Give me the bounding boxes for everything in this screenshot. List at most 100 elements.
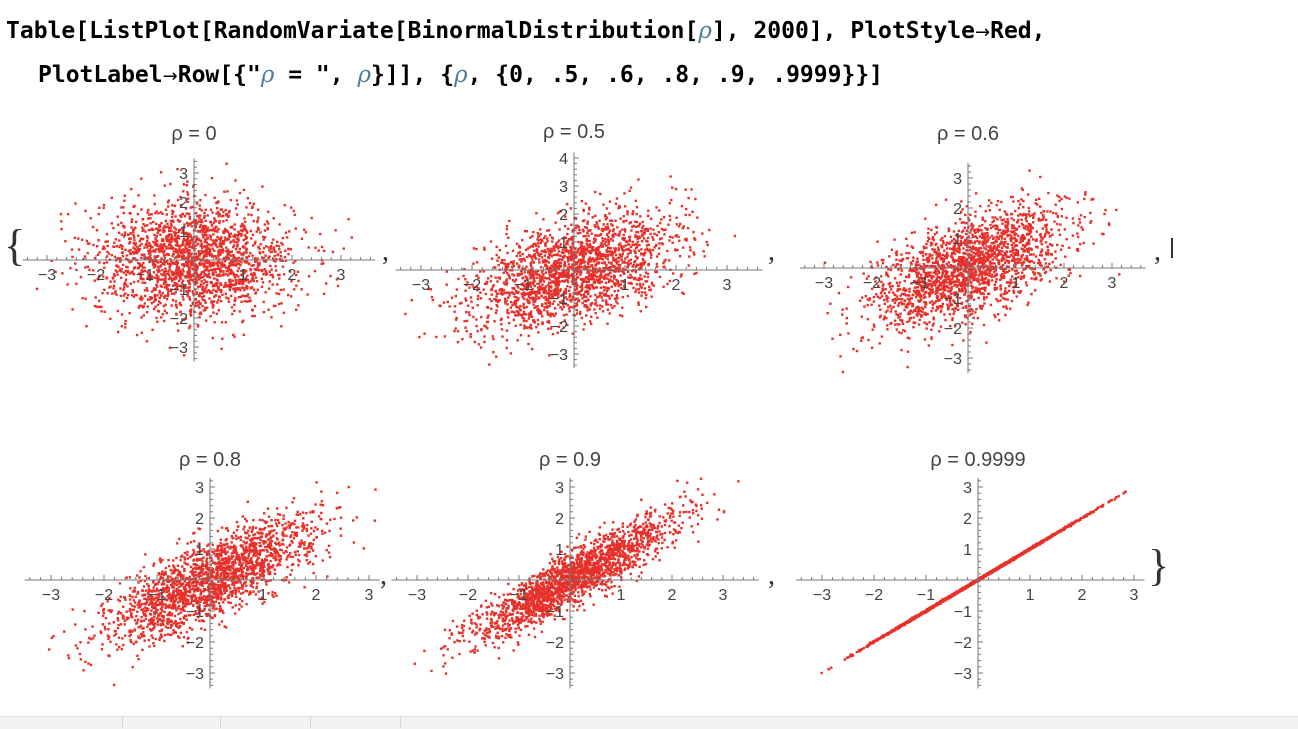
data-point — [85, 298, 87, 300]
data-point — [1082, 229, 1084, 231]
data-point — [166, 298, 168, 300]
data-point — [988, 249, 990, 251]
data-point — [501, 262, 503, 264]
data-point — [578, 292, 580, 294]
data-point — [201, 209, 203, 211]
data-point — [594, 224, 596, 226]
data-point — [136, 334, 138, 336]
data-point — [282, 266, 284, 268]
data-point — [585, 267, 587, 269]
data-point — [224, 237, 226, 239]
data-point — [205, 209, 207, 211]
data-point — [607, 226, 609, 228]
data-point — [423, 333, 425, 335]
data-point — [308, 275, 310, 277]
data-point — [156, 256, 158, 258]
data-point — [162, 252, 164, 254]
data-point — [649, 252, 651, 254]
data-point — [662, 243, 664, 245]
data-point — [213, 222, 215, 224]
data-point — [508, 294, 510, 296]
data-point — [209, 315, 211, 317]
data-point — [541, 303, 543, 305]
data-point — [236, 243, 238, 245]
data-point — [130, 188, 132, 190]
data-point — [931, 248, 933, 250]
data-point — [237, 251, 239, 253]
data-point — [69, 267, 71, 269]
data-point — [566, 203, 568, 205]
data-point — [480, 329, 482, 331]
data-point — [610, 262, 612, 264]
data-point — [512, 250, 514, 252]
data-point — [734, 235, 736, 237]
data-point — [900, 349, 902, 351]
data-point — [621, 258, 623, 260]
data-point — [627, 295, 629, 297]
data-point — [548, 270, 550, 272]
data-point — [168, 244, 170, 246]
data-point — [540, 242, 542, 244]
data-point — [455, 295, 457, 297]
data-point — [607, 247, 609, 249]
data-point — [190, 253, 192, 255]
data-point — [211, 301, 213, 303]
data-point — [984, 220, 986, 222]
data-point — [679, 255, 681, 257]
data-point — [519, 246, 521, 248]
data-point — [838, 292, 840, 294]
data-point — [651, 295, 653, 297]
data-point — [165, 246, 167, 248]
data-point — [249, 202, 251, 204]
data-point — [203, 212, 205, 214]
data-point — [311, 217, 313, 219]
data-point — [124, 249, 126, 251]
data-point — [111, 197, 113, 199]
code-line2-c: = ", — [274, 62, 357, 88]
data-point — [242, 287, 244, 289]
data-point — [264, 255, 266, 257]
data-point — [123, 271, 125, 273]
data-point — [516, 243, 518, 245]
data-point — [181, 273, 183, 275]
data-point — [575, 282, 577, 284]
data-point — [155, 228, 157, 230]
data-point — [74, 202, 76, 204]
data-point — [639, 223, 641, 225]
data-point — [446, 284, 448, 286]
data-point — [204, 241, 206, 243]
data-point — [577, 276, 579, 278]
data-point — [475, 325, 477, 327]
data-point — [604, 214, 606, 216]
data-point — [568, 252, 570, 254]
data-point — [125, 283, 127, 285]
data-point — [644, 280, 646, 282]
data-point — [163, 320, 165, 322]
data-point — [116, 274, 118, 276]
input-line-1[interactable]: Table[ListPlot[RandomVariate[BinormalDis… — [6, 18, 1045, 44]
data-point — [154, 263, 156, 265]
data-point — [321, 263, 323, 265]
data-point — [659, 238, 661, 240]
data-point — [644, 249, 646, 251]
data-point — [246, 241, 248, 243]
data-point — [586, 284, 588, 286]
data-point — [188, 269, 190, 271]
data-point — [575, 267, 577, 269]
data-point — [257, 209, 259, 211]
data-point — [217, 215, 219, 217]
data-point — [282, 237, 284, 239]
data-point — [216, 246, 218, 248]
data-point — [561, 259, 563, 261]
input-line-2[interactable]: PlotLabel→Row[{"ρ = ", ρ}]], {ρ, {0, .5,… — [38, 62, 883, 88]
data-point — [280, 325, 282, 327]
data-point — [124, 326, 126, 328]
data-point — [666, 250, 668, 252]
data-point — [205, 286, 207, 288]
y-tick-label: 4 — [559, 151, 568, 168]
data-point — [129, 241, 131, 243]
data-point — [264, 236, 266, 238]
